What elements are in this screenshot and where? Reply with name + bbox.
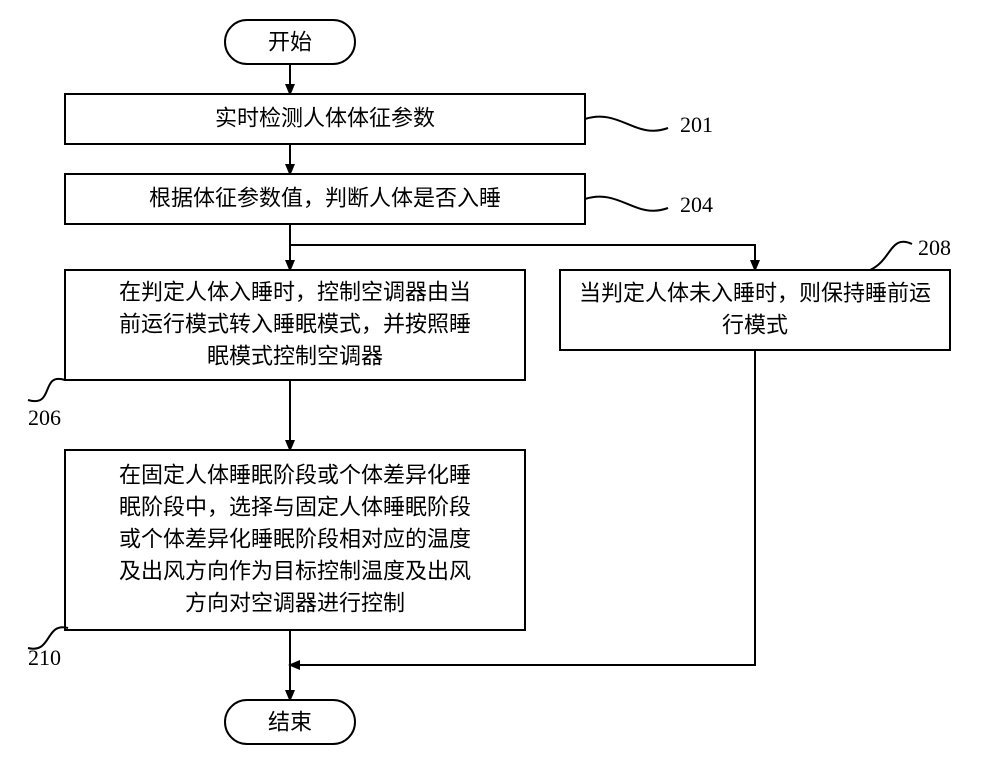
step-label-204: 204 — [585, 192, 713, 217]
process-201: 实时检测人体体征参数 — [65, 94, 585, 144]
process-210-line-4: 方向对空调器进行控制 — [185, 590, 405, 615]
step-label-206-text: 206 — [28, 405, 61, 430]
process-210-line-2: 或个体差异化睡眠阶段相对应的温度 — [119, 526, 471, 551]
process-204-line-0: 根据体征参数值，判断人体是否入睡 — [149, 185, 501, 210]
step-label-204-text: 204 — [680, 192, 713, 217]
process-210: 在固定人体睡眠阶段或个体差异化睡眠阶段中，选择与固定人体睡眠阶段或个体差异化睡眠… — [65, 450, 525, 630]
process-206-line-2: 眠模式控制空调器 — [207, 343, 383, 368]
step-label-208-text: 208 — [918, 235, 951, 260]
end-terminator: 结束 — [225, 700, 355, 744]
process-210-line-0: 在固定人体睡眠阶段或个体差异化睡 — [119, 462, 471, 487]
process-208-line-1: 行模式 — [722, 312, 788, 337]
step-label-201-text: 201 — [680, 112, 713, 137]
process-206-line-0: 在判定人体入睡时，控制空调器由当 — [119, 279, 471, 304]
process-204: 根据体征参数值，判断人体是否入睡 — [65, 174, 585, 224]
start-terminator-label: 开始 — [268, 30, 312, 55]
step-label-210: 210 — [28, 627, 68, 670]
start-terminator: 开始 — [225, 20, 355, 64]
process-210-line-1: 眠阶段中，选择与固定人体睡眠阶段 — [119, 494, 471, 519]
process-210-line-3: 及出风方向作为目标控制温度及出风 — [119, 558, 471, 583]
process-201-line-0: 实时检测人体体征参数 — [215, 105, 435, 130]
step-label-206: 206 — [28, 379, 65, 430]
end-terminator-label: 结束 — [268, 710, 312, 735]
process-206: 在判定人体入睡时，控制空调器由当前运行模式转入睡眠模式，并按照睡眠模式控制空调器 — [65, 270, 525, 380]
edge-204-to-208 — [290, 245, 755, 270]
process-208: 当判定人体未入睡时，则保持睡前运行模式 — [560, 270, 950, 350]
step-label-208: 208 — [870, 235, 951, 270]
process-206-line-1: 前运行模式转入睡眠模式，并按照睡 — [119, 311, 471, 336]
process-208-line-0: 当判定人体未入睡时，则保持睡前运 — [579, 280, 931, 305]
step-label-210-text: 210 — [28, 645, 61, 670]
step-label-201: 201 — [585, 112, 713, 137]
